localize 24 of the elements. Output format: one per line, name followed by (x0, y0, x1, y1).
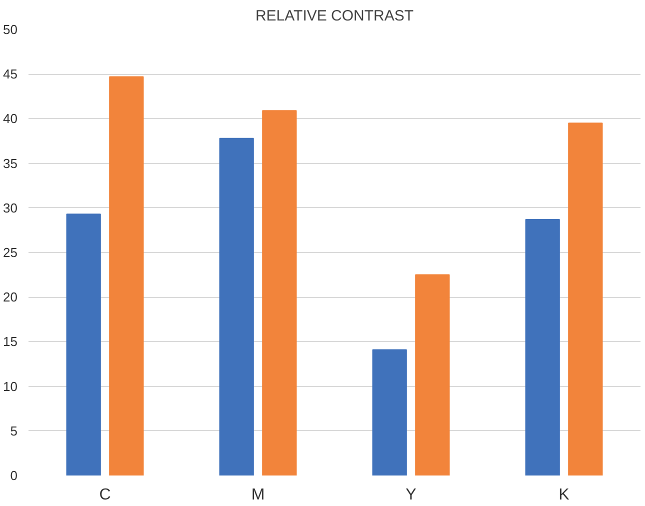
y-tick-label: 45 (3, 66, 18, 82)
y-tick-label: 40 (3, 111, 18, 126)
y-tick-label: 20 (3, 290, 18, 305)
x-tick-label: C (99, 486, 111, 504)
bar (109, 76, 144, 476)
y-tick-label: 10 (3, 378, 18, 394)
y-tick-label: 35 (3, 156, 18, 171)
x-tick-label: Y (406, 486, 417, 504)
chart-title: RELATIVE CONTRAST (255, 8, 414, 24)
bar (262, 110, 297, 476)
bar (66, 214, 101, 476)
y-tick-label: 25 (3, 245, 18, 260)
x-tick-label: M (251, 486, 265, 504)
y-tick-label: 0 (10, 468, 18, 483)
bar (415, 274, 450, 476)
y-tick-label: 30 (3, 200, 18, 216)
y-tick-label: 15 (3, 334, 18, 350)
bar (525, 218, 560, 476)
bar (372, 349, 407, 476)
y-tick-label: 5 (10, 423, 18, 438)
bar (219, 138, 254, 476)
x-tick-label: K (558, 486, 570, 504)
y-tick-label: 50 (3, 22, 18, 37)
bar (568, 122, 603, 476)
